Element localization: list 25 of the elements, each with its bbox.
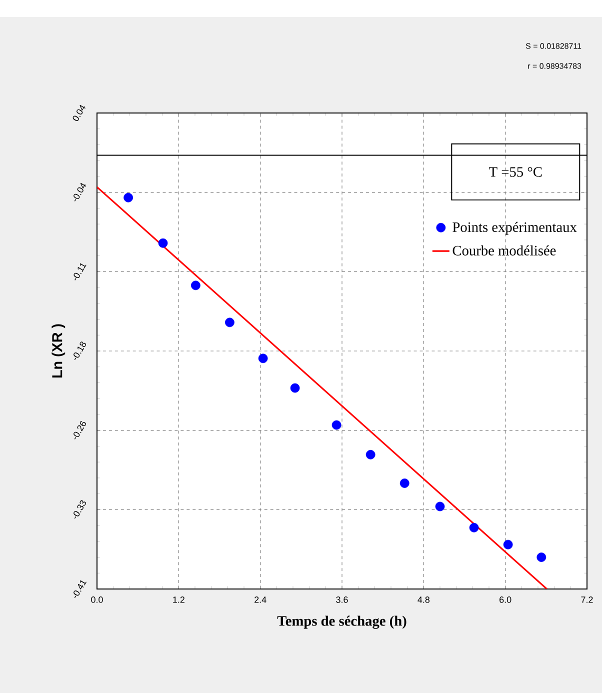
point [158,238,168,248]
point [225,318,234,328]
point [124,192,134,202]
x-tick-label: 4.8 [418,596,430,603]
point [536,552,546,562]
point [332,420,342,430]
x-tick-label: 1.2 [173,596,184,603]
point [503,540,513,550]
point [258,354,268,364]
x-tick-label: 6.0 [500,596,512,603]
x-axis-title: Temps de séchage (h) [277,616,406,629]
point [400,478,410,488]
x-tick-label: 3.6 [336,596,348,603]
point [366,450,376,460]
legend-label: Points expérimentaux [452,222,577,235]
point [435,502,445,512]
x-tick-label: 2.4 [254,596,266,603]
x-tick-label: 0.0 [91,596,103,603]
legend-label: Courbe modélisée [452,245,556,256]
x-tick-label: 7.2 [581,596,593,603]
y-axis-title: Ln (XR ) [52,324,66,378]
point [469,522,479,532]
annotation: T =55 °C [489,167,542,177]
point [190,280,200,290]
point [290,383,300,393]
